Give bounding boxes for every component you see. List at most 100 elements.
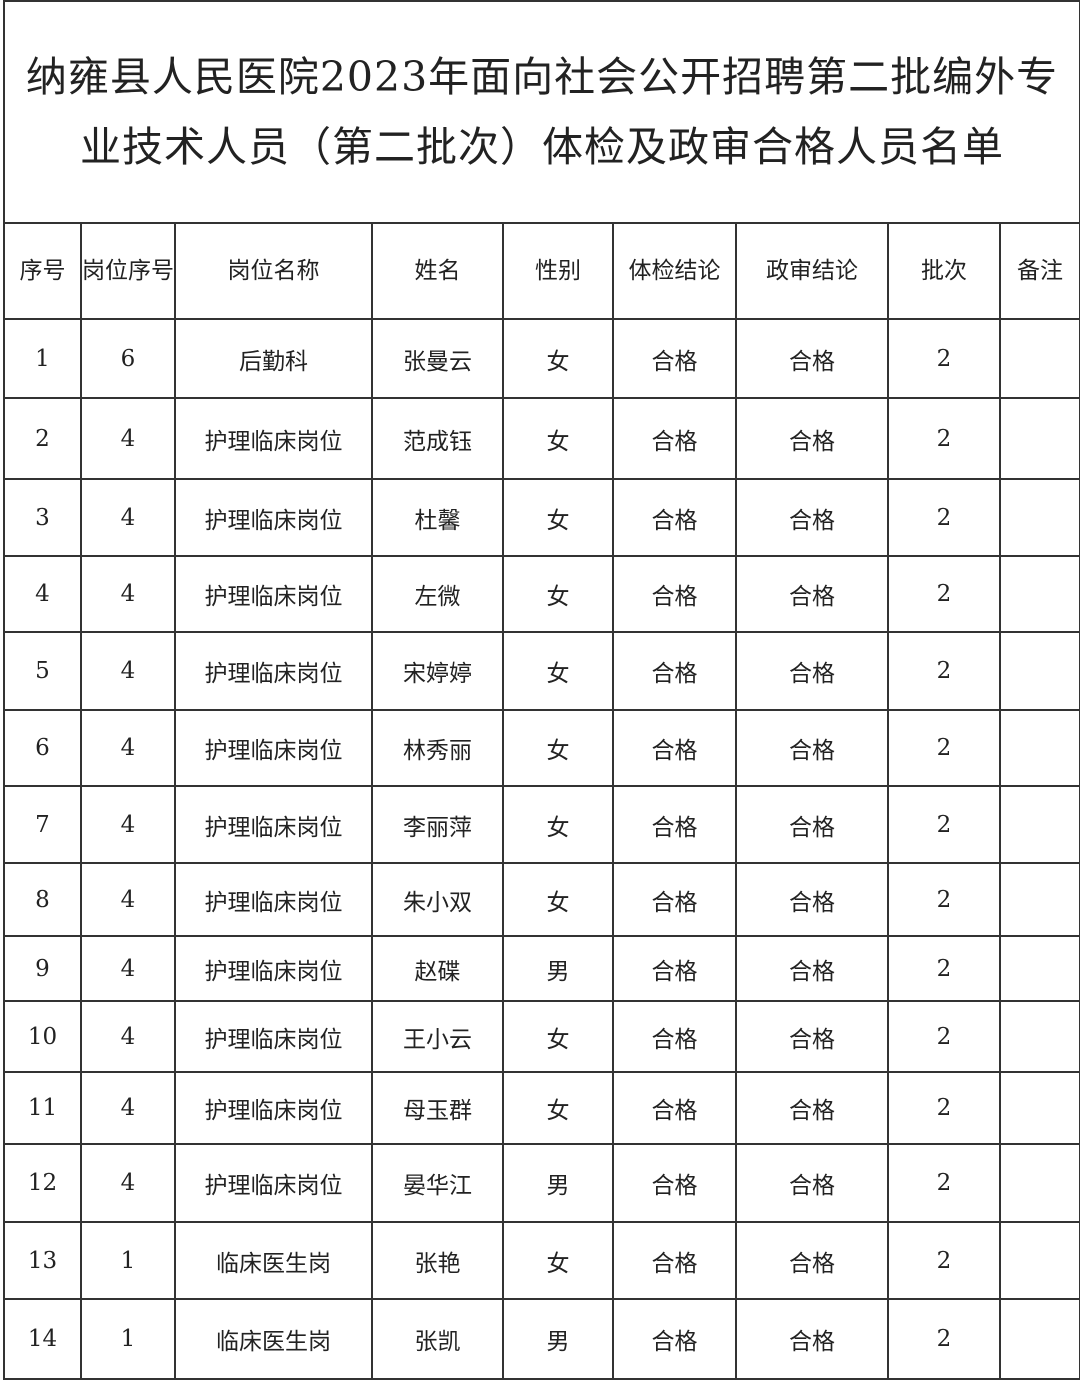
cell-batch: 2 <box>887 1143 1001 1223</box>
cell-batch: 2 <box>887 1221 1001 1300</box>
cell-gender: 女 <box>502 631 614 711</box>
table-row: 14 1 临床医生岗 张凯男合格 合格 2 <box>3 1298 1080 1380</box>
cell-name: 范成钰 <box>371 397 504 480</box>
cell-physical-result: 合格 <box>612 862 737 937</box>
cell-remarks <box>998 709 1080 787</box>
cell-index: 5 <box>3 631 82 711</box>
cell-index: 9 <box>3 935 82 1002</box>
cell-remarks <box>998 1143 1080 1223</box>
cell-name: 王小云 <box>371 1000 504 1073</box>
cell-remarks <box>998 631 1080 711</box>
cell-position-name: 护理临床岗位 <box>174 862 373 937</box>
cell-remarks <box>998 935 1080 1002</box>
cell-gender: 女 <box>502 862 614 937</box>
cell-gender: 女 <box>502 1000 614 1073</box>
cell-physical-result: 合格 <box>612 631 737 711</box>
cell-physical-result: 合格 <box>612 478 737 557</box>
cell-name: 张艳 <box>371 1221 504 1300</box>
cell-index: 4 <box>3 555 82 633</box>
cell-position-no: 4 <box>80 1071 176 1145</box>
header-position-name: 岗位名称 <box>174 222 373 320</box>
cell-remarks <box>998 862 1080 937</box>
cell-index: 11 <box>3 1071 82 1145</box>
cell-index: 6 <box>3 709 82 787</box>
cell-position-name: 护理临床岗位 <box>174 397 373 480</box>
cell-position-name: 临床医生岗 <box>174 1221 373 1300</box>
table-row: 9 4 护理临床岗位 赵碟男合格 合格 2 <box>3 935 1080 1002</box>
cell-index: 14 <box>3 1298 82 1380</box>
cell-position-no: 4 <box>80 862 176 937</box>
header-name: 姓名 <box>371 222 504 320</box>
header-remarks: 备注 <box>998 222 1080 320</box>
cell-index: 2 <box>3 397 82 480</box>
cell-political-result: 合格 <box>735 709 889 787</box>
cell-political-result: 合格 <box>735 935 889 1002</box>
table-row: 8 4 护理临床岗位 朱小双女合格 合格 2 <box>3 862 1080 937</box>
table-row: 11 4 护理临床岗位 母玉群女合格 合格 2 <box>3 1071 1080 1145</box>
table-row: 4 4 护理临床岗位 左微女合格 合格 2 <box>3 555 1080 633</box>
table-row: 5 4 护理临床岗位 宋婷婷女合格 合格 2 <box>3 631 1080 711</box>
cell-political-result: 合格 <box>735 1221 889 1300</box>
cell-name: 宋婷婷 <box>371 631 504 711</box>
cell-batch: 2 <box>887 397 1001 480</box>
cell-gender: 女 <box>502 555 614 633</box>
cell-position-no: 4 <box>80 785 176 864</box>
cell-political-result: 合格 <box>735 397 889 480</box>
header-batch: 批次 <box>887 222 1001 320</box>
table-row: 3 4 护理临床岗位 杜馨女合格 合格 2 <box>3 478 1080 557</box>
cell-physical-result: 合格 <box>612 1143 737 1223</box>
header-gender: 性别 <box>502 222 614 320</box>
header-political-result: 政审结论 <box>735 222 889 320</box>
cell-position-no: 4 <box>80 1143 176 1223</box>
table-row: 6 4 护理临床岗位 林秀丽女合格 合格 2 <box>3 709 1080 787</box>
cell-batch: 2 <box>887 478 1001 557</box>
cell-index: 8 <box>3 862 82 937</box>
cell-physical-result: 合格 <box>612 318 737 399</box>
cell-position-name: 护理临床岗位 <box>174 935 373 1002</box>
cell-physical-result: 合格 <box>612 1221 737 1300</box>
cell-index: 1 <box>3 318 82 399</box>
cell-political-result: 合格 <box>735 1298 889 1380</box>
cell-batch: 2 <box>887 631 1001 711</box>
cell-batch: 2 <box>887 1071 1001 1145</box>
document-title: 纳雍县人民医院2023年面向社会公开招聘第二批编外专业技术人员（第二批次）体检及… <box>2 0 1080 224</box>
cell-remarks <box>998 785 1080 864</box>
cell-remarks <box>998 478 1080 557</box>
cell-remarks <box>998 1071 1080 1145</box>
cell-political-result: 合格 <box>735 555 889 633</box>
cell-political-result: 合格 <box>735 862 889 937</box>
cell-batch: 2 <box>887 935 1001 1002</box>
cell-position-no: 1 <box>80 1221 176 1300</box>
cell-physical-result: 合格 <box>612 935 737 1002</box>
cell-remarks <box>998 1000 1080 1073</box>
cell-name: 林秀丽 <box>371 709 504 787</box>
cell-name: 李丽萍 <box>371 785 504 864</box>
cell-position-no: 1 <box>80 1298 176 1380</box>
cell-name: 母玉群 <box>371 1071 504 1145</box>
header-row: 序号 岗位序号 岗位名称 姓名 性别 体检结论 政审结论 批次 备注 <box>3 222 1080 320</box>
cell-position-no: 4 <box>80 397 176 480</box>
cell-position-name: 护理临床岗位 <box>174 1143 373 1223</box>
cell-political-result: 合格 <box>735 1071 889 1145</box>
cell-remarks <box>998 397 1080 480</box>
cell-position-no: 4 <box>80 631 176 711</box>
cell-gender: 女 <box>502 318 614 399</box>
cell-remarks <box>998 1221 1080 1300</box>
cell-physical-result: 合格 <box>612 709 737 787</box>
cell-batch: 2 <box>887 1000 1001 1073</box>
cell-batch: 2 <box>887 555 1001 633</box>
table-row: 13 1 临床医生岗 张艳女合格 合格 2 <box>3 1221 1080 1300</box>
cell-name: 赵碟 <box>371 935 504 1002</box>
cell-gender: 女 <box>502 1221 614 1300</box>
cell-position-name: 护理临床岗位 <box>174 478 373 557</box>
cell-gender: 女 <box>502 478 614 557</box>
cell-position-no: 4 <box>80 935 176 1002</box>
cell-gender: 女 <box>502 397 614 480</box>
cell-batch: 2 <box>887 1298 1001 1380</box>
cell-name: 张凯 <box>371 1298 504 1380</box>
cell-remarks <box>998 318 1080 399</box>
cell-name: 晏华江 <box>371 1143 504 1223</box>
header-position-no: 岗位序号 <box>80 222 176 320</box>
cell-political-result: 合格 <box>735 1000 889 1073</box>
cell-position-no: 4 <box>80 1000 176 1073</box>
